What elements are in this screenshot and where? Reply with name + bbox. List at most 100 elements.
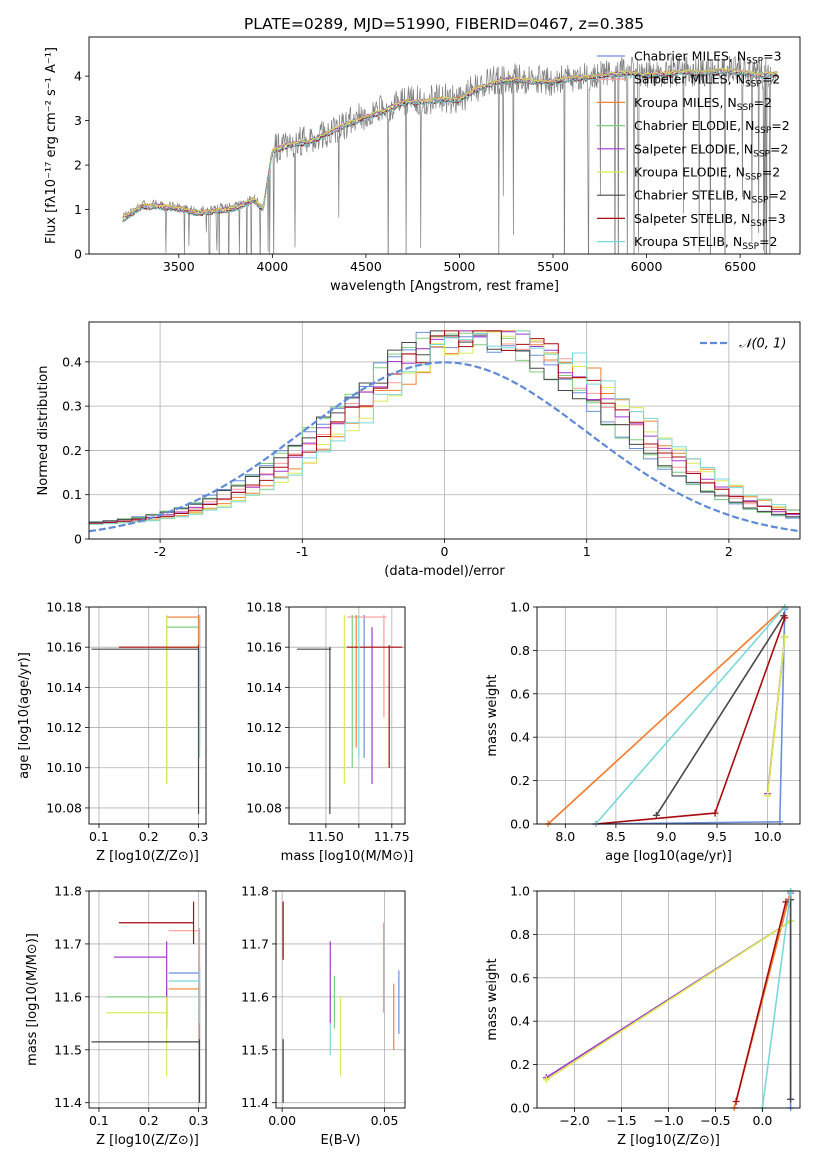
age-vs-z-panel: 0.1 0.2 0.3 10.08 10.10 10.12 10.14 10.16 10.18 Z… (17, 600, 208, 865)
x-tick-label: 0.3 (189, 829, 209, 844)
x-axis-label: (data-model)/error (384, 564, 505, 579)
mass-weight-marker (711, 809, 719, 817)
y-tick-label: 10.14 (246, 680, 282, 695)
x-tick-label: −2.0 (559, 1113, 589, 1128)
x-tick-label: -2 (154, 544, 166, 559)
y-tick-label: 0 (74, 532, 82, 547)
mass-weight-line (547, 606, 786, 825)
normal-distribution-curve (89, 361, 800, 533)
x-tick-label: 0.00 (268, 1113, 296, 1128)
y-tick-label: 0.2 (62, 443, 82, 458)
model-spectrum-line (122, 71, 778, 223)
axes-frame (88, 890, 207, 1109)
residuals-plot-area (89, 330, 800, 533)
y-tick-label: 10.18 (246, 600, 282, 615)
mass-weight-line (595, 617, 786, 825)
x-axis-label: Z [log10(Z/Z⊙)] (617, 1133, 720, 1148)
age_vs_z-plot-area (91, 615, 201, 814)
model-spectrum-line (122, 67, 778, 220)
y-axis-label: age [log10(age/yr)] (17, 652, 32, 779)
mass-weight-marker (782, 898, 790, 906)
residual-histogram-step (89, 330, 800, 524)
residuals-panel: -2 -1 0 1 2 0 0.1 0.2 0.3 0.4 (data-model)/error No… (36, 321, 801, 579)
residual-histogram-step (89, 330, 800, 525)
y-tick-label: 11.6 (241, 989, 269, 1004)
y-tick-label: 0.6 (510, 686, 530, 701)
mass-weight-marker (787, 896, 795, 904)
legend-entry: Kroupa STELIB, NSSP=2 (634, 234, 778, 252)
mass-weight-line (766, 637, 786, 796)
mass-vs-z-panel: 0.1 0.2 0.3 11.4 11.5 11.6 11.7 11.8 Z [log10(Z/… (25, 884, 208, 1149)
figure-title: PLATE=0289, MJD=51990, FIBERID=0467, z=0… (244, 15, 644, 33)
y-tick-label: 0.6 (510, 970, 530, 985)
x-tick-label: 0.1 (89, 829, 109, 844)
mass-weight-line (545, 920, 792, 1081)
mass-weight-marker (764, 792, 772, 800)
y-tick-label: 4 (74, 69, 82, 84)
y-tick-label: 1.0 (510, 884, 530, 899)
x-tick-label: −1.5 (606, 1113, 636, 1128)
y-tick-label: 10.10 (46, 760, 82, 775)
x-tick-label: 2 (725, 544, 733, 559)
y-tick-label: 10.10 (246, 760, 282, 775)
y-tick-label: 0.0 (510, 1101, 530, 1116)
x-tick-label: 1 (583, 544, 591, 559)
x-tick-label: 11.75 (374, 829, 410, 844)
x-tick-label: 4500 (350, 259, 382, 274)
x-axis-label: mass [log10(M/M⊙)] (281, 849, 414, 864)
x-tick-label: 5500 (537, 259, 569, 274)
x-axis-label: Z [log10(Z/Z⊙)] (96, 1133, 199, 1148)
y-tick-label: 10.08 (246, 800, 282, 815)
x-tick-label: 0 (441, 544, 449, 559)
massweight-vs-age-panel: 8.0 8.5 9.0 9.5 10.0 0.0 0.2 0.4 0.6 0.8 1.0 age [l… (485, 600, 801, 864)
x-tick-label: 0.3 (189, 1113, 209, 1128)
y-tick-label: 11.5 (241, 1042, 269, 1057)
spectrum-plot-area (122, 55, 778, 254)
legend-entry: Chabrier MILES, NSSP=3 (634, 49, 782, 67)
x-axis-label: Z [log10(Z/Z⊙)] (96, 849, 199, 864)
y-tick-label: 0.2 (510, 1057, 530, 1072)
x-tick-label: 5000 (444, 259, 476, 274)
y-tick-label: 11.6 (54, 989, 82, 1004)
mass-weight-marker (781, 614, 789, 622)
y-tick-label: 0.8 (510, 927, 530, 942)
x-tick-label: 0.2 (139, 1113, 159, 1128)
mass_vs_z-plot-area (91, 901, 201, 1103)
y-tick-label: 1 (74, 202, 82, 217)
y-tick-label: 10.18 (46, 600, 82, 615)
massweight_vs_z-plot-area (542, 888, 795, 1111)
x-tick-label: 0.2 (139, 829, 159, 844)
y-tick-label: 0.1 (62, 487, 82, 502)
mass-vs-ebv-panel: 0.00 0.05 11.4 11.5 11.6 11.7 11.8 E(B-V) (241, 884, 406, 1148)
y-tick-label: 3 (74, 113, 82, 128)
y-tick-label: 10.14 (46, 680, 82, 695)
x-tick-label: -1 (296, 544, 308, 559)
y-tick-label: 11.7 (54, 936, 82, 951)
mass-weight-marker (542, 1076, 550, 1084)
y-axis-label: Flux [fλ10⁻¹⁷ erg cm⁻² s⁻¹ A⁻¹] (44, 47, 59, 244)
legend-entry: Salpeter MILES, NSSP=2 (634, 72, 780, 90)
mass-weight-marker (781, 633, 789, 641)
mass-weight-line (595, 606, 786, 825)
y-axis-label: Normed distribution (36, 366, 51, 496)
x-tick-label: 9.0 (657, 829, 677, 844)
age_vs_mass-plot-area (296, 615, 403, 814)
mass-weight-marker (787, 1095, 795, 1103)
x-tick-label: 4000 (256, 259, 288, 274)
y-tick-label: 0.8 (510, 643, 530, 658)
x-axis-label: age [log10(age/yr)] (605, 849, 732, 864)
y-tick-label: 11.4 (54, 1095, 82, 1110)
y-tick-label: 0.0 (510, 817, 530, 832)
x-tick-label: 0.1 (89, 1113, 109, 1128)
legend-entry: 𝒩(0, 1) (739, 337, 786, 352)
y-tick-label: 10.16 (46, 640, 82, 655)
mass-weight-marker (732, 1097, 740, 1105)
y-axis-label: mass weight (485, 674, 500, 756)
age-vs-mass-panel: 11.50 11.75 10.08 10.10 10.12 10.14 10.16 10.18… (246, 600, 413, 865)
x-tick-label: 6000 (631, 259, 663, 274)
x-tick-label: 0.05 (371, 1113, 399, 1128)
legend-entry: Kroupa ELODIE, NSSP=2 (634, 165, 780, 183)
axes-frame (536, 606, 801, 825)
x-tick-label: −0.5 (700, 1113, 730, 1128)
